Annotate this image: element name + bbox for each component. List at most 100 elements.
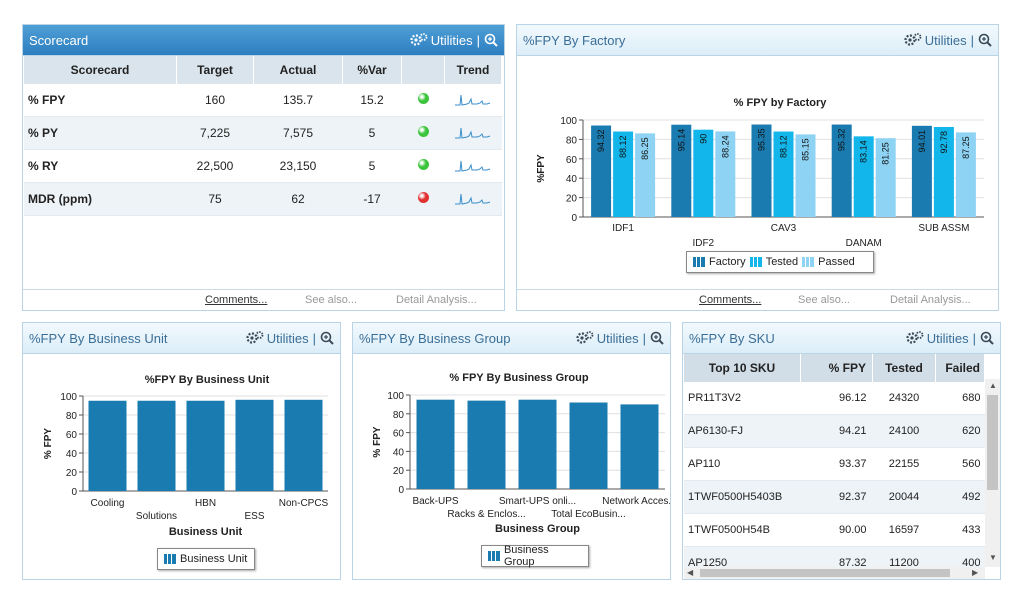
var-cell: 5 [342,116,402,150]
col-scorecard[interactable]: Scorecard [24,56,177,84]
x-tick-label: IDF1 [612,223,634,234]
x-tick-label: Non-CPCS [279,498,329,509]
scroll-right-icon[interactable]: ▶ [972,568,979,577]
detail-analysis-link[interactable]: Detail Analysis... [396,294,477,306]
table-row[interactable]: AP110 93.37 22155 560 [684,447,985,481]
y-axis-label: % FPY [43,428,54,459]
utilities-label[interactable]: Utilities [430,32,473,48]
y-tick-label: 80 [393,410,405,421]
bar [591,125,612,217]
utilities-label[interactable]: Utilities [266,330,309,346]
sku-utilities[interactable]: Utilities | [905,330,994,346]
col-tested[interactable]: Tested [872,354,936,382]
table-row[interactable]: MDR (ppm) 75 62 -17 [24,182,502,216]
x-tick-label: Total EcoBusin... [551,509,625,520]
sku-name-cell: AP110 [684,447,801,481]
see-also-link[interactable]: See also... [798,294,850,306]
sparkline-icon [455,193,491,205]
table-row[interactable]: 1TWF0500H5403B 92.37 20044 492 [684,480,985,514]
table-row[interactable]: AP6130-FJ 94.21 24100 620 [684,414,985,448]
col-failed[interactable]: Failed [935,354,985,382]
scroll-down-icon[interactable]: ▼ [989,553,997,562]
row-name: % FPY [24,84,177,117]
y-tick-label: 20 [66,468,78,479]
data-label: 86.25 [640,137,650,160]
comments-link[interactable]: Comments... [699,294,762,306]
table-row[interactable]: PR11T3V2 96.12 24320 680 [684,382,985,415]
legend-item-passed: Passed [818,256,855,268]
target-cell: 75 [176,182,254,216]
factory-panel: %FPY By Factory Utilities | % FPY by Fac… [516,24,999,311]
bar [853,136,874,217]
col-var[interactable]: %Var [342,56,402,84]
fpy-cell: 94.21 [800,414,873,448]
business-group-utilities[interactable]: Utilities | [575,330,664,346]
x-tick-label: ESS [244,511,264,522]
table-row[interactable]: % FPY 160 135.7 15.2 [24,84,502,117]
col-trend[interactable]: Trend [444,56,502,84]
sku-table: Top 10 SKU % FPY Tested Failed PR11T3V2 9… [684,354,985,567]
tested-cell: 24320 [872,382,936,415]
scorecard-footer: Comments... See also... Detail Analysis.… [23,289,504,310]
see-also-link[interactable]: See also... [305,294,357,306]
var-cell: -17 [342,182,402,216]
zoom-icon[interactable] [980,331,994,345]
utilities-label[interactable]: Utilities [924,32,967,48]
zoom-icon[interactable] [484,33,498,47]
col-sku[interactable]: Top 10 SKU [684,354,801,382]
scroll-left-icon[interactable]: ◀ [687,568,694,577]
y-tick-label: 20 [393,466,405,477]
zoom-icon[interactable] [650,331,664,345]
horizontal-scrollbar[interactable]: ◀ ▶ [684,567,985,579]
sparkline-icon [455,127,491,139]
data-label: 95.35 [757,129,767,152]
detail-analysis-link[interactable]: Detail Analysis... [890,294,971,306]
row-name: % PY [24,116,177,150]
scorecard-title: Scorecard [29,32,89,48]
table-row[interactable]: % PY 7,225 7,575 5 [24,116,502,150]
col-target[interactable]: Target [176,56,254,84]
business-unit-utilities[interactable]: Utilities | [245,330,334,346]
col-actual[interactable]: Actual [253,56,343,84]
actual-cell: 62 [253,182,343,216]
sku-name-cell: 1TWF0500H5403B [684,480,801,514]
failed-cell: 400 [935,546,985,567]
scorecard-utilities[interactable]: Utilities | [409,32,498,48]
business-unit-chart: %FPY By Business Unit 0 20 40 60 80 100 % FPY Co… [43,374,329,538]
zoom-icon[interactable] [320,331,334,345]
y-tick-label: 60 [66,430,78,441]
vertical-scrollbar[interactable]: ▲ ▼ [985,379,1000,567]
factory-utilities[interactable]: Utilities | [903,32,992,48]
y-tick-label: 0 [398,485,404,496]
bar [88,400,127,491]
y-tick-label: 20 [566,194,578,205]
scrollbar-thumb[interactable] [700,569,950,577]
comments-link[interactable]: Comments... [205,294,268,306]
scrollbar-thumb[interactable] [987,395,998,490]
scorecard-panel: Scorecard Utilities | Scorecard Target A… [22,24,505,311]
bar [620,404,659,489]
gear-icon [904,33,922,46]
sku-table-viewport: Top 10 SKU % FPY Tested Failed PR11T3V2 9… [684,354,985,567]
bar [795,134,816,217]
bar [416,399,455,489]
utilities-label[interactable]: Utilities [596,330,639,346]
status-indicator-icon [417,192,429,203]
status-cell [401,149,445,183]
y-axis-label: %FPY [536,154,547,183]
y-tick-label: 80 [66,411,78,422]
scroll-up-icon[interactable]: ▲ [989,381,997,390]
business-unit-legend: Business Unit [157,548,255,570]
chart-title: % FPY by Factory [734,97,828,109]
factory-header: %FPY By Factory Utilities | [517,25,998,56]
gear-icon [906,331,924,344]
utilities-label[interactable]: Utilities [926,330,969,346]
col-fpy[interactable]: % FPY [800,354,873,382]
table-row[interactable]: AP1250 87.32 11200 400 [684,546,985,567]
sparkline-icon [455,160,491,172]
business-group-legend: Business Group [481,544,589,568]
sku-name-cell: 1TWF0500H54B [684,513,801,547]
zoom-icon[interactable] [978,33,992,47]
table-row[interactable]: 1TWF0500H54B 90.00 16597 433 [684,513,985,547]
table-row[interactable]: % RY 22,500 23,150 5 [24,149,502,183]
